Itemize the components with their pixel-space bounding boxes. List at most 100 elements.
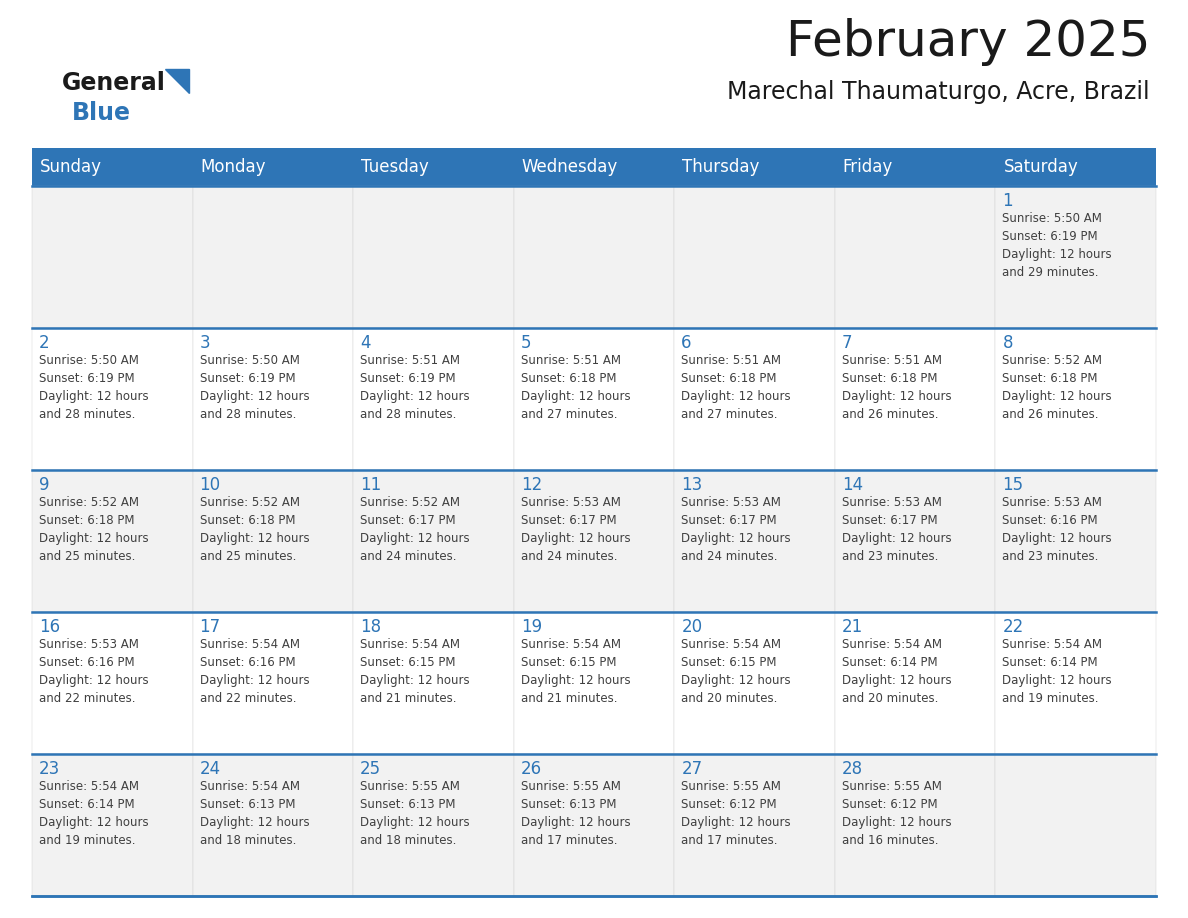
Bar <box>513 470 675 612</box>
Text: 12: 12 <box>520 476 542 494</box>
Text: Sunrise: 5:51 AM
Sunset: 6:18 PM
Daylight: 12 hours
and 26 minutes.: Sunrise: 5:51 AM Sunset: 6:18 PM Dayligh… <box>842 354 952 421</box>
Text: 14: 14 <box>842 476 862 494</box>
Bar <box>675 612 835 754</box>
Text: Saturday: Saturday <box>1004 158 1079 176</box>
Text: Sunrise: 5:50 AM
Sunset: 6:19 PM
Daylight: 12 hours
and 29 minutes.: Sunrise: 5:50 AM Sunset: 6:19 PM Dayligh… <box>1003 212 1112 279</box>
Text: Sunrise: 5:51 AM
Sunset: 6:18 PM
Daylight: 12 hours
and 27 minutes.: Sunrise: 5:51 AM Sunset: 6:18 PM Dayligh… <box>681 354 791 421</box>
Text: 23: 23 <box>39 760 61 778</box>
Text: 17: 17 <box>200 618 221 636</box>
Bar <box>192 328 353 470</box>
Text: 8: 8 <box>1003 334 1013 352</box>
Bar <box>513 754 675 896</box>
Text: 13: 13 <box>681 476 702 494</box>
Text: Sunrise: 5:55 AM
Sunset: 6:13 PM
Daylight: 12 hours
and 17 minutes.: Sunrise: 5:55 AM Sunset: 6:13 PM Dayligh… <box>520 780 631 847</box>
Text: 15: 15 <box>1003 476 1024 494</box>
Bar <box>996 328 1156 470</box>
Text: Sunrise: 5:51 AM
Sunset: 6:18 PM
Daylight: 12 hours
and 27 minutes.: Sunrise: 5:51 AM Sunset: 6:18 PM Dayligh… <box>520 354 631 421</box>
Bar <box>353 470 513 612</box>
Bar <box>675 186 835 328</box>
Text: Sunrise: 5:52 AM
Sunset: 6:18 PM
Daylight: 12 hours
and 25 minutes.: Sunrise: 5:52 AM Sunset: 6:18 PM Dayligh… <box>200 496 309 563</box>
Text: 3: 3 <box>200 334 210 352</box>
Text: 24: 24 <box>200 760 221 778</box>
Bar <box>675 754 835 896</box>
Text: Sunrise: 5:55 AM
Sunset: 6:13 PM
Daylight: 12 hours
and 18 minutes.: Sunrise: 5:55 AM Sunset: 6:13 PM Dayligh… <box>360 780 469 847</box>
Bar <box>32 470 192 612</box>
Text: Sunrise: 5:50 AM
Sunset: 6:19 PM
Daylight: 12 hours
and 28 minutes.: Sunrise: 5:50 AM Sunset: 6:19 PM Dayligh… <box>200 354 309 421</box>
Text: Sunrise: 5:54 AM
Sunset: 6:15 PM
Daylight: 12 hours
and 21 minutes.: Sunrise: 5:54 AM Sunset: 6:15 PM Dayligh… <box>360 638 469 705</box>
Text: Sunrise: 5:52 AM
Sunset: 6:17 PM
Daylight: 12 hours
and 24 minutes.: Sunrise: 5:52 AM Sunset: 6:17 PM Dayligh… <box>360 496 469 563</box>
Text: 11: 11 <box>360 476 381 494</box>
Text: 4: 4 <box>360 334 371 352</box>
Text: Friday: Friday <box>842 158 893 176</box>
Bar <box>513 612 675 754</box>
Text: Sunrise: 5:54 AM
Sunset: 6:16 PM
Daylight: 12 hours
and 22 minutes.: Sunrise: 5:54 AM Sunset: 6:16 PM Dayligh… <box>200 638 309 705</box>
Text: 21: 21 <box>842 618 864 636</box>
Bar <box>192 470 353 612</box>
Bar <box>32 328 192 470</box>
Text: Blue: Blue <box>72 101 131 125</box>
Text: 6: 6 <box>681 334 691 352</box>
Text: Sunrise: 5:54 AM
Sunset: 6:14 PM
Daylight: 12 hours
and 19 minutes.: Sunrise: 5:54 AM Sunset: 6:14 PM Dayligh… <box>39 780 148 847</box>
Bar <box>353 186 513 328</box>
Text: Sunrise: 5:53 AM
Sunset: 6:16 PM
Daylight: 12 hours
and 22 minutes.: Sunrise: 5:53 AM Sunset: 6:16 PM Dayligh… <box>39 638 148 705</box>
Text: 19: 19 <box>520 618 542 636</box>
Text: 20: 20 <box>681 618 702 636</box>
Text: 22: 22 <box>1003 618 1024 636</box>
Text: Sunrise: 5:54 AM
Sunset: 6:15 PM
Daylight: 12 hours
and 20 minutes.: Sunrise: 5:54 AM Sunset: 6:15 PM Dayligh… <box>681 638 791 705</box>
Bar <box>32 148 1156 186</box>
Text: Sunrise: 5:50 AM
Sunset: 6:19 PM
Daylight: 12 hours
and 28 minutes.: Sunrise: 5:50 AM Sunset: 6:19 PM Dayligh… <box>39 354 148 421</box>
Bar <box>835 754 996 896</box>
Polygon shape <box>165 69 189 93</box>
Bar <box>353 612 513 754</box>
Text: Sunrise: 5:52 AM
Sunset: 6:18 PM
Daylight: 12 hours
and 26 minutes.: Sunrise: 5:52 AM Sunset: 6:18 PM Dayligh… <box>1003 354 1112 421</box>
Text: Sunrise: 5:55 AM
Sunset: 6:12 PM
Daylight: 12 hours
and 16 minutes.: Sunrise: 5:55 AM Sunset: 6:12 PM Dayligh… <box>842 780 952 847</box>
Text: 18: 18 <box>360 618 381 636</box>
Text: 28: 28 <box>842 760 862 778</box>
Text: 2: 2 <box>39 334 50 352</box>
Text: Sunrise: 5:51 AM
Sunset: 6:19 PM
Daylight: 12 hours
and 28 minutes.: Sunrise: 5:51 AM Sunset: 6:19 PM Dayligh… <box>360 354 469 421</box>
Text: Sunrise: 5:52 AM
Sunset: 6:18 PM
Daylight: 12 hours
and 25 minutes.: Sunrise: 5:52 AM Sunset: 6:18 PM Dayligh… <box>39 496 148 563</box>
Text: 16: 16 <box>39 618 61 636</box>
Text: Sunday: Sunday <box>40 158 102 176</box>
Bar <box>32 754 192 896</box>
Text: Thursday: Thursday <box>682 158 759 176</box>
Text: Monday: Monday <box>201 158 266 176</box>
Text: Sunrise: 5:53 AM
Sunset: 6:16 PM
Daylight: 12 hours
and 23 minutes.: Sunrise: 5:53 AM Sunset: 6:16 PM Dayligh… <box>1003 496 1112 563</box>
Bar <box>835 470 996 612</box>
Text: Sunrise: 5:53 AM
Sunset: 6:17 PM
Daylight: 12 hours
and 24 minutes.: Sunrise: 5:53 AM Sunset: 6:17 PM Dayligh… <box>681 496 791 563</box>
Bar <box>835 328 996 470</box>
Text: 9: 9 <box>39 476 50 494</box>
Text: 25: 25 <box>360 760 381 778</box>
Text: February 2025: February 2025 <box>785 18 1150 66</box>
Bar <box>192 754 353 896</box>
Bar <box>192 612 353 754</box>
Text: 7: 7 <box>842 334 852 352</box>
Bar <box>513 328 675 470</box>
Text: Tuesday: Tuesday <box>361 158 429 176</box>
Text: 10: 10 <box>200 476 221 494</box>
Bar <box>835 186 996 328</box>
Bar <box>996 612 1156 754</box>
Bar <box>353 328 513 470</box>
Bar <box>996 470 1156 612</box>
Text: Sunrise: 5:54 AM
Sunset: 6:15 PM
Daylight: 12 hours
and 21 minutes.: Sunrise: 5:54 AM Sunset: 6:15 PM Dayligh… <box>520 638 631 705</box>
Text: General: General <box>62 71 166 95</box>
Bar <box>513 186 675 328</box>
Bar <box>192 186 353 328</box>
Bar <box>996 186 1156 328</box>
Text: Wednesday: Wednesday <box>522 158 618 176</box>
Bar <box>675 328 835 470</box>
Bar <box>996 754 1156 896</box>
Text: 26: 26 <box>520 760 542 778</box>
Text: Sunrise: 5:54 AM
Sunset: 6:13 PM
Daylight: 12 hours
and 18 minutes.: Sunrise: 5:54 AM Sunset: 6:13 PM Dayligh… <box>200 780 309 847</box>
Text: Sunrise: 5:53 AM
Sunset: 6:17 PM
Daylight: 12 hours
and 24 minutes.: Sunrise: 5:53 AM Sunset: 6:17 PM Dayligh… <box>520 496 631 563</box>
Text: 27: 27 <box>681 760 702 778</box>
Bar <box>835 612 996 754</box>
Text: Sunrise: 5:53 AM
Sunset: 6:17 PM
Daylight: 12 hours
and 23 minutes.: Sunrise: 5:53 AM Sunset: 6:17 PM Dayligh… <box>842 496 952 563</box>
Bar <box>32 186 192 328</box>
Bar <box>32 612 192 754</box>
Text: Sunrise: 5:54 AM
Sunset: 6:14 PM
Daylight: 12 hours
and 20 minutes.: Sunrise: 5:54 AM Sunset: 6:14 PM Dayligh… <box>842 638 952 705</box>
Text: Sunrise: 5:54 AM
Sunset: 6:14 PM
Daylight: 12 hours
and 19 minutes.: Sunrise: 5:54 AM Sunset: 6:14 PM Dayligh… <box>1003 638 1112 705</box>
Text: 5: 5 <box>520 334 531 352</box>
Text: 1: 1 <box>1003 192 1013 210</box>
